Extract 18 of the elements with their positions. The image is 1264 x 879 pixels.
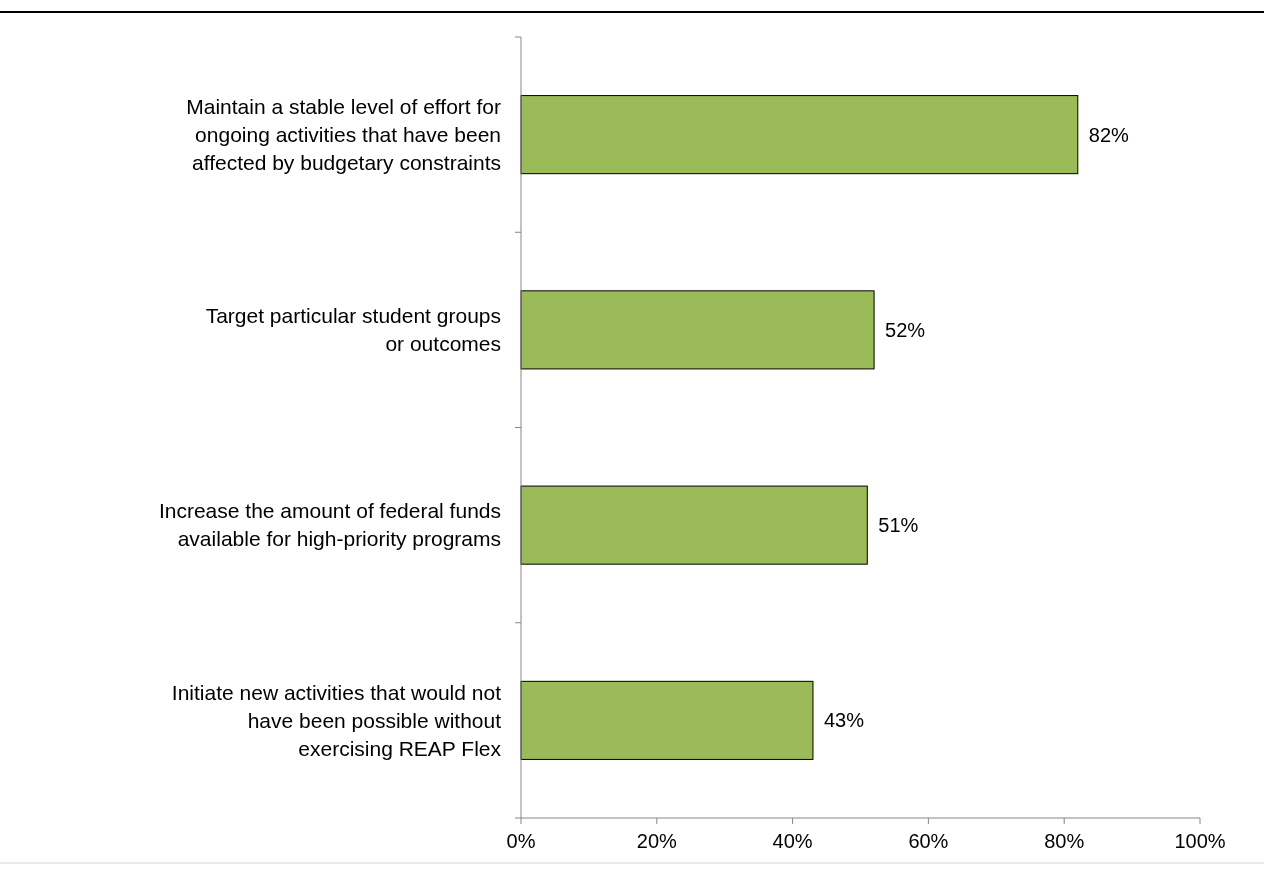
x-tick-label: 80% [1044, 830, 1085, 852]
bar [520, 680, 814, 760]
y-tick-label: Initiate new activities that would not have been possible without exercising REAP Flex [171, 680, 502, 760]
data-label: 51% [878, 514, 919, 537]
bar [520, 95, 1079, 175]
data-label: 52% [885, 318, 926, 341]
bar [520, 485, 868, 565]
y-tick-label: Increase the amount of federal funds available for high-priority programs [158, 499, 501, 551]
x-tick-label: 60% [908, 830, 949, 852]
y-tick-label: Target particular student groups or outcomes [205, 304, 501, 356]
data-label: 43% [823, 709, 865, 732]
data-label: 82% [1088, 123, 1130, 146]
x-tick-label: 0% [506, 830, 536, 852]
x-tick-label: 40% [772, 830, 813, 852]
x-tick-label: 100% [1174, 830, 1226, 852]
x-tick-label: 20% [636, 830, 678, 852]
bar [520, 290, 875, 370]
y-tick-label: Maintain a stable level of effort for ongoing activities that have been affected by budgetary constraints [186, 94, 501, 174]
